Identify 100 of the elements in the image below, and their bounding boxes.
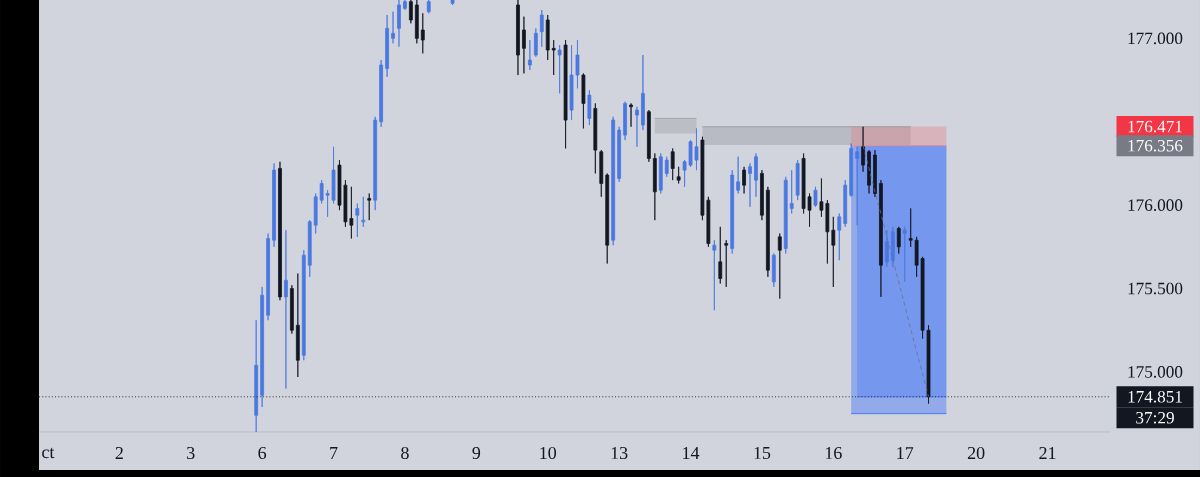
candlestick: [742, 166, 746, 194]
candlestick: [409, 0, 413, 24]
candlestick: [379, 59, 384, 128]
candlestick: [414, 0, 419, 44]
x-tick-label: 21: [1039, 447, 1056, 459]
candlestick: [771, 253, 776, 288]
candlestick: [533, 27, 538, 58]
candlestick: [902, 226, 907, 283]
candlestick: [290, 284, 294, 334]
candlestick: [641, 54, 645, 131]
candlestick: [301, 249, 306, 361]
candlestick: [254, 319, 259, 433]
x-tick-label: 6: [258, 446, 267, 460]
candlestick: [545, 14, 550, 61]
x-tick-label: 8: [401, 446, 409, 460]
y-tick-label: 175.500: [1128, 282, 1183, 295]
candlestick: [563, 39, 568, 149]
candlestick: [754, 153, 758, 198]
text: 176.471: [1128, 120, 1182, 133]
candlestick: [777, 233, 782, 299]
candlestick: [266, 233, 270, 321]
candlestick: [557, 44, 562, 94]
candlestick: [397, 0, 401, 48]
candlestick: [599, 149, 604, 198]
candlestick: [849, 143, 854, 198]
x-tick-label: 17: [897, 447, 914, 459]
candlestick: [581, 72, 586, 129]
candlestick: [426, 0, 431, 14]
candlestick: [272, 163, 276, 248]
candlestick: [813, 186, 818, 208]
candlestick: [367, 193, 372, 221]
candlestick: [361, 196, 366, 228]
candlestick: [450, 0, 455, 6]
candlestick: [611, 116, 616, 246]
candlestick: [539, 9, 544, 48]
candlestick: [867, 149, 871, 194]
text: 37:29: [1136, 411, 1174, 424]
candlestick: [284, 229, 288, 390]
x-tick-label: 3: [187, 446, 195, 460]
y-tick-label: 175.000: [1128, 366, 1183, 378]
x-tick-label: 2: [115, 447, 123, 459]
x-tick-label: 9: [472, 446, 481, 460]
candlestick: [522, 16, 526, 74]
candlestick: [617, 126, 622, 183]
y-tick-label: 176.000: [1128, 199, 1183, 211]
candlestick: [605, 173, 610, 264]
ref-line-label: 174.851: [1128, 390, 1182, 403]
x-tick-label: 16: [825, 446, 842, 460]
candlestick: [724, 239, 729, 288]
candlestick: [664, 156, 669, 178]
x-tick-label: 10: [540, 446, 557, 460]
candlestick: [658, 153, 663, 194]
candlestick: [748, 163, 752, 208]
candlestick: [896, 226, 901, 254]
candlestick: [873, 149, 877, 198]
candlestick: [587, 89, 592, 126]
candlestick: [278, 161, 282, 301]
candlestick: [635, 106, 639, 148]
candlestick: [593, 103, 598, 174]
candlestick: [789, 169, 794, 214]
candlestick: [783, 176, 788, 254]
y-tick-label: 177.000: [1128, 32, 1183, 45]
candlestick: [355, 203, 360, 238]
candlestick: [837, 213, 842, 261]
candlestick: [670, 148, 675, 181]
x-tick-label: 14: [683, 447, 700, 459]
candlestick: [884, 229, 889, 268]
candlestick: [718, 226, 723, 284]
candlestick: [307, 219, 312, 278]
candlestick: [730, 169, 735, 254]
candlestick: [843, 179, 848, 228]
x-tick-label: 13: [611, 446, 628, 460]
text: 176.356: [1128, 139, 1183, 152]
candlestick: [295, 273, 300, 378]
candlestick: [373, 116, 378, 211]
candlestick: [391, 11, 395, 44]
candlestick: [629, 103, 633, 128]
candlestick: [855, 146, 860, 226]
candlestick: [760, 169, 764, 221]
candlestick: [516, 0, 520, 76]
candlestick: [420, 12, 425, 54]
x-tick-label: ct: [42, 447, 55, 459]
candlestick: [765, 186, 770, 278]
candlestick: [861, 126, 865, 173]
candlestick: [879, 179, 883, 298]
candlestick: [795, 159, 800, 201]
candlestick: [551, 39, 556, 76]
x-tick-label: 7: [330, 447, 338, 459]
candlestick: [260, 286, 265, 408]
candlestick: [646, 109, 651, 163]
x-tick-label: 15: [754, 446, 771, 460]
candlestick: [712, 239, 717, 311]
candlestick: [736, 156, 741, 194]
candlestick: [890, 226, 895, 268]
candlestick: [652, 153, 657, 221]
candlestick: [403, 0, 407, 11]
x-tick-label: 20: [967, 446, 985, 460]
candlestick: [528, 39, 532, 71]
candlestick: [623, 101, 627, 141]
candlestick: [676, 166, 681, 184]
